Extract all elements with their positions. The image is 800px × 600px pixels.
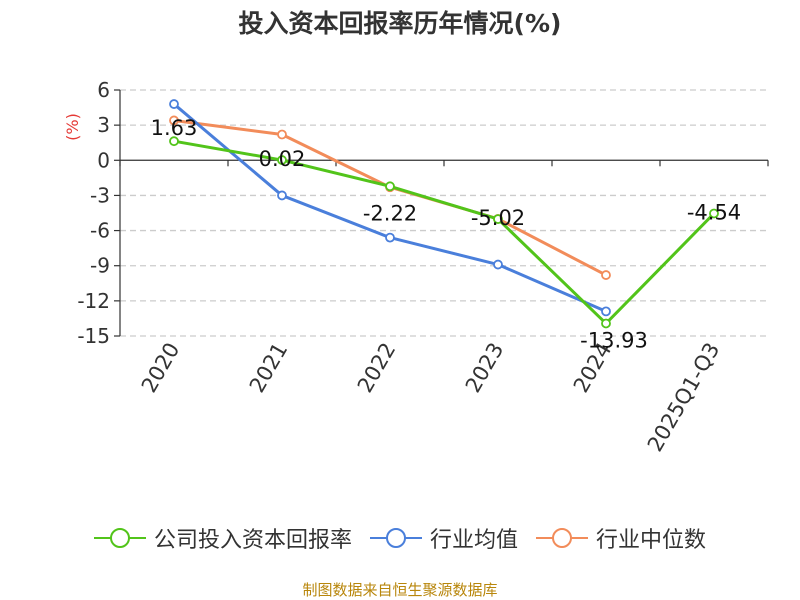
data-point xyxy=(385,181,395,192)
x-tick-label: 2023 xyxy=(461,339,509,397)
grid-lines xyxy=(120,89,768,337)
x-tick-label: 2021 xyxy=(245,339,293,397)
data-point xyxy=(277,155,287,165)
source-note: 制图数据来自恒生聚源数据库 xyxy=(302,581,498,599)
y-tick-label: 0 xyxy=(97,148,110,172)
series-lines xyxy=(169,99,719,329)
legend-label: 公司投入资本回报率 xyxy=(153,528,352,553)
data-label: 1.63 xyxy=(151,116,198,140)
data-label: -4.54 xyxy=(687,200,741,224)
data-point xyxy=(601,306,611,317)
y-tick-label: 6 xyxy=(97,78,110,102)
data-label: 0.02 xyxy=(259,147,306,171)
legend-swatch xyxy=(536,526,588,550)
legend-swatch xyxy=(93,526,146,550)
data-point xyxy=(709,208,719,219)
data-label: -13.93 xyxy=(580,328,648,352)
data-point xyxy=(169,115,179,126)
data-point xyxy=(601,270,611,280)
data-point xyxy=(277,129,287,140)
y-tick-label: -6 xyxy=(90,219,110,243)
data-label: -5.02 xyxy=(471,206,525,230)
legend-item[interactable]: 行业均值 xyxy=(369,522,518,554)
legend: 公司投入资本回报率 行业均值 行业中位数 xyxy=(0,520,800,556)
data-point xyxy=(385,232,395,243)
y-axis-unit-label: (%) xyxy=(63,113,82,141)
data-label: -2.22 xyxy=(363,201,417,225)
legend-label: 行业中位数 xyxy=(596,528,707,553)
data-point xyxy=(169,136,179,147)
legend-item[interactable]: 行业中位数 xyxy=(536,522,706,554)
legend-marker xyxy=(385,528,406,548)
data-point xyxy=(277,190,287,201)
data-point xyxy=(169,99,179,109)
x-tick-label: 2020 xyxy=(137,339,185,397)
y-tick-label: -15 xyxy=(77,324,110,348)
x-tick-label: 2022 xyxy=(353,339,401,397)
y-tick-label: -3 xyxy=(90,183,110,207)
series-line xyxy=(173,118,607,277)
y-tick-label: -9 xyxy=(90,254,110,278)
y-tick-label: -12 xyxy=(77,289,110,313)
legend-marker xyxy=(109,528,130,548)
data-labels: 1.63 0.02 -2.22 -5.02 -13.93 -4.54 xyxy=(151,116,742,352)
data-point xyxy=(601,318,611,329)
legend-label: 行业均值 xyxy=(429,528,518,553)
data-point xyxy=(493,214,503,224)
legend-swatch xyxy=(369,526,422,550)
x-tick-label: 2025Q1-Q3 xyxy=(643,339,725,456)
legend-item[interactable]: 公司投入资本回报率 xyxy=(93,522,352,554)
data-point xyxy=(493,259,503,270)
chart-title: 投入资本回报率历年情况(%) xyxy=(238,9,562,38)
series-line xyxy=(173,139,716,325)
y-tick-label: 3 xyxy=(97,113,110,137)
legend-marker xyxy=(552,528,572,548)
